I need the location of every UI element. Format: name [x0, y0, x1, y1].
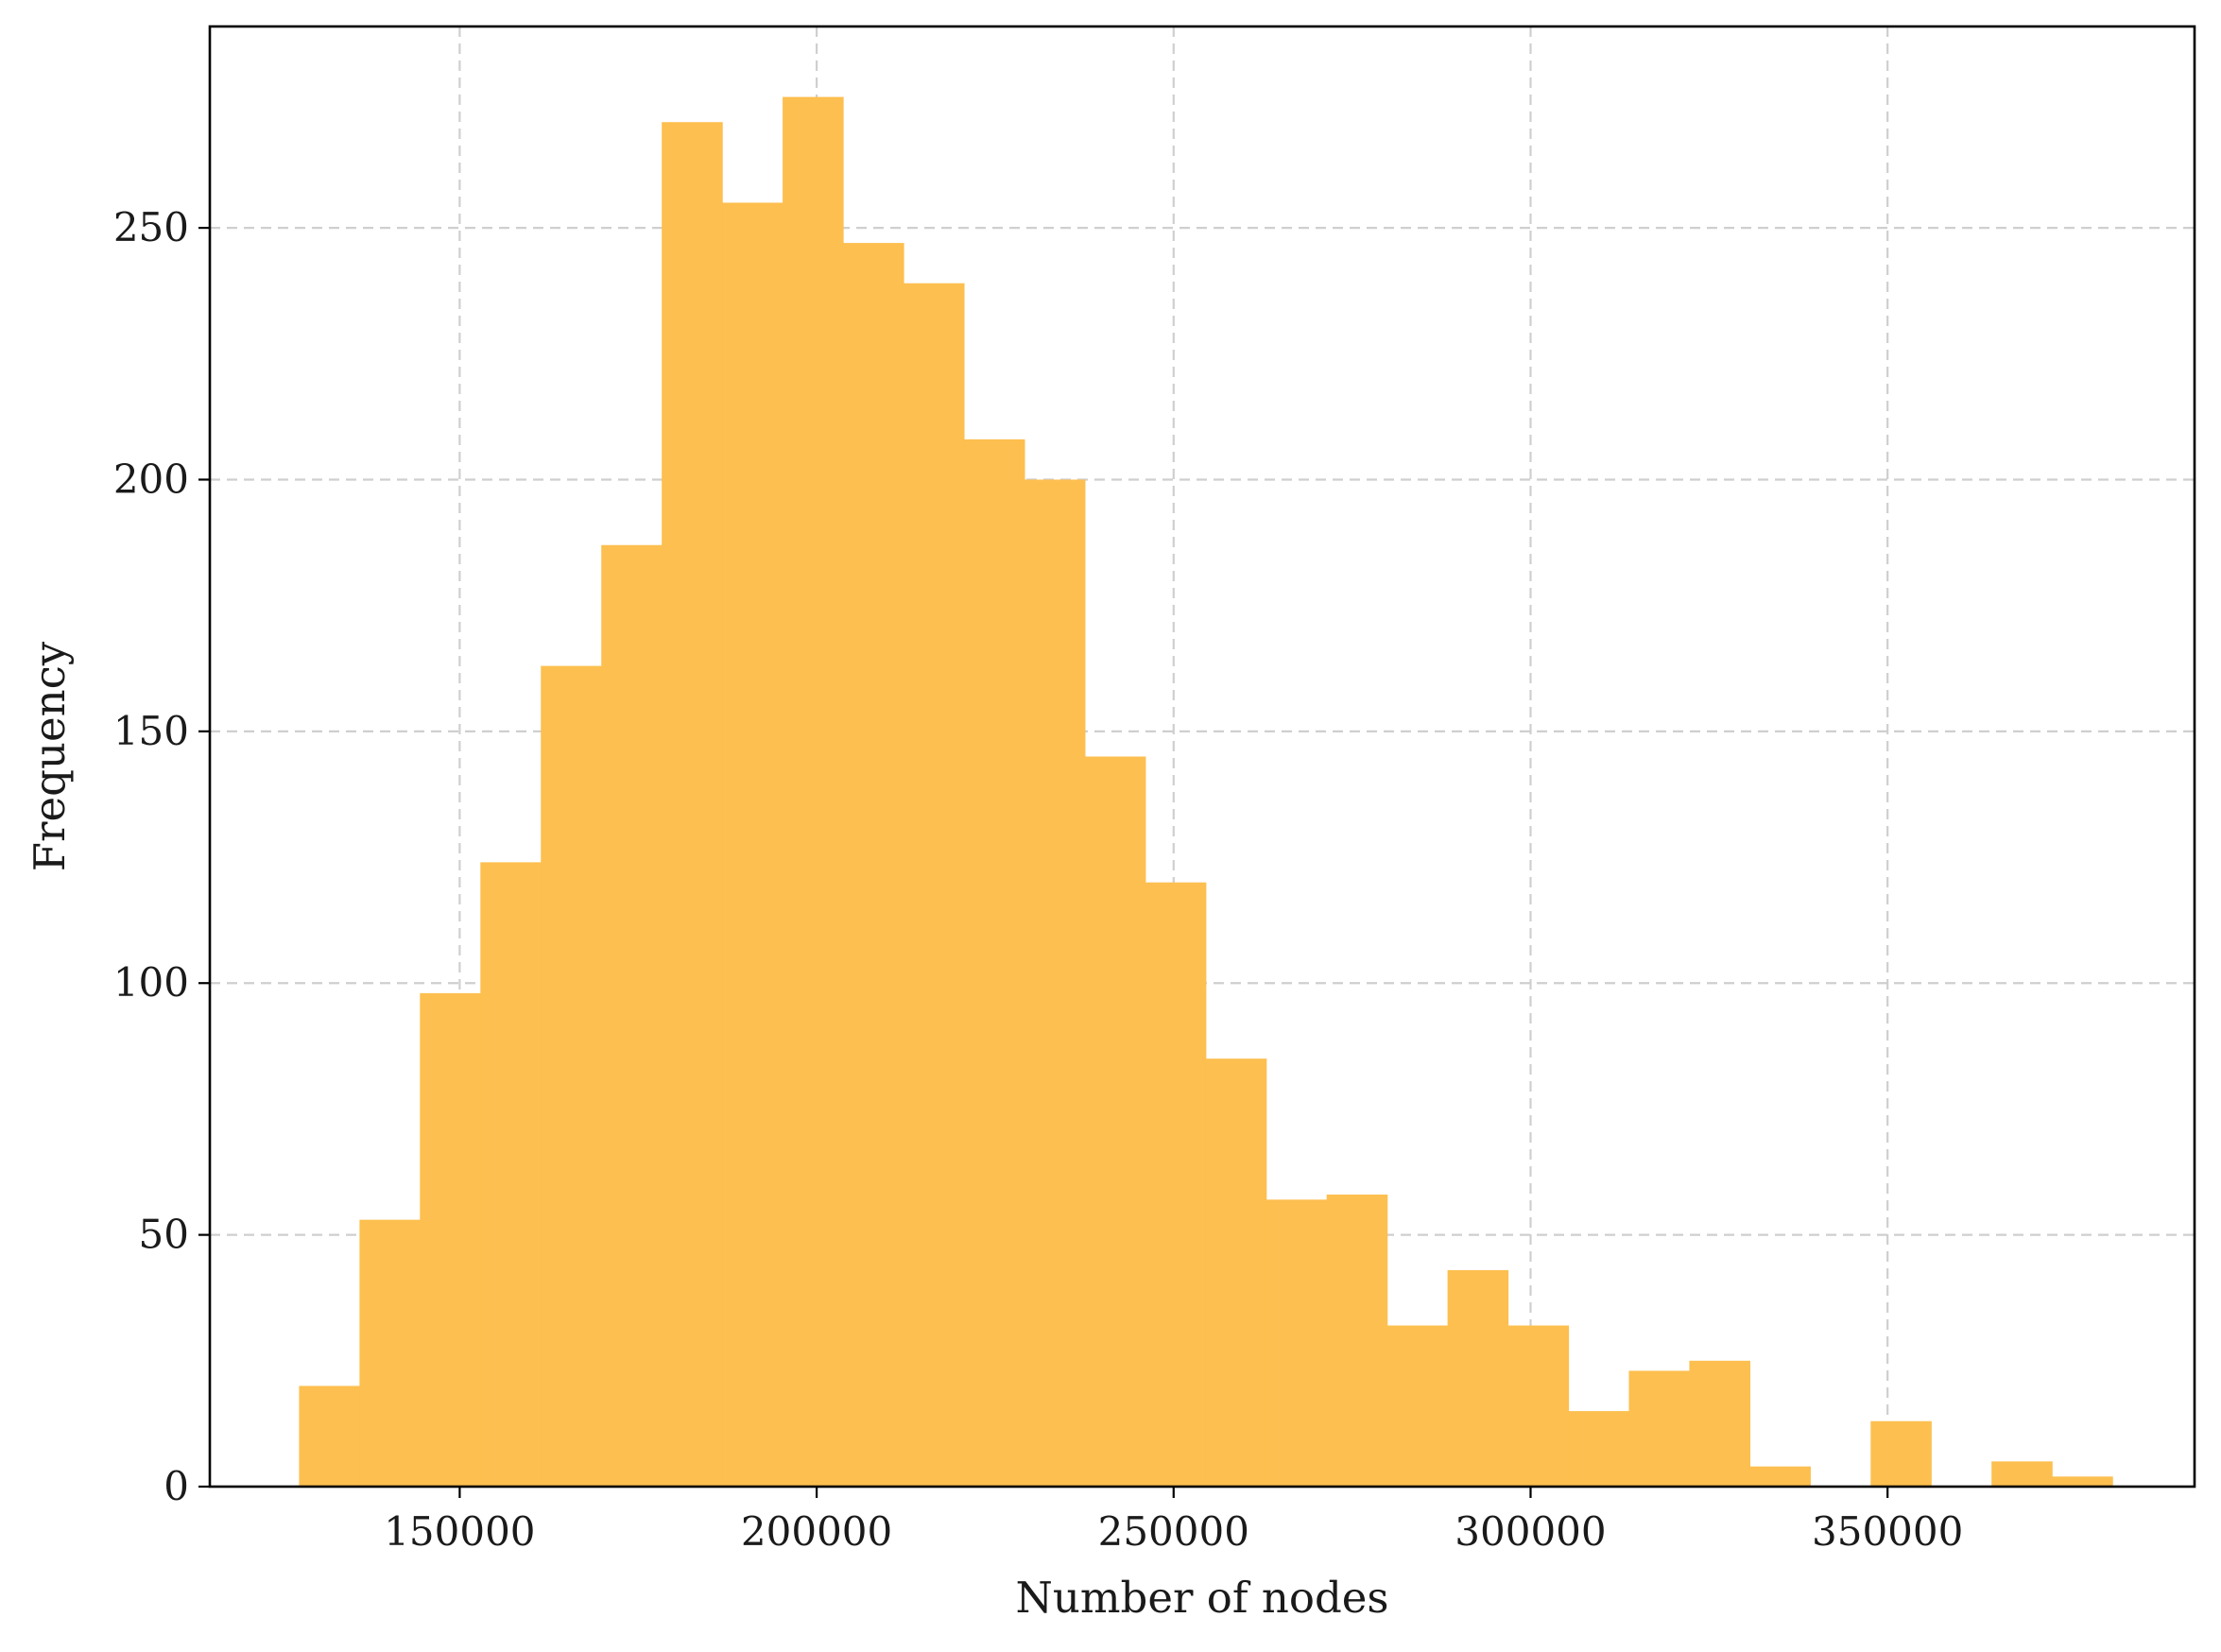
histogram-bar [1991, 1461, 2053, 1487]
histogram-bar [1145, 882, 1207, 1487]
histogram-bar [1749, 1466, 1811, 1487]
histogram-bar [1265, 1199, 1328, 1487]
histogram-bar [480, 862, 542, 1487]
histogram-bar [1628, 1370, 1691, 1487]
y-tick-label: 150 [113, 708, 189, 754]
y-tick-label: 50 [139, 1212, 189, 1258]
histogram-bar [1870, 1420, 1932, 1487]
histogram-bar [359, 1219, 421, 1487]
x-tick-label: 350000 [1812, 1508, 1963, 1555]
histogram-bar [1084, 756, 1146, 1487]
histogram-bar [299, 1385, 360, 1487]
x-tick-label: 300000 [1455, 1508, 1606, 1555]
histogram-bar [2052, 1476, 2113, 1487]
histogram-bar [541, 665, 602, 1487]
histogram-bar [783, 96, 844, 1488]
histogram-bar [662, 122, 723, 1488]
histogram-bar [1447, 1269, 1509, 1487]
x-tick-label: 250000 [1098, 1508, 1249, 1555]
histogram-bar [963, 439, 1025, 1487]
ticks-layer: 150000 200000 250000 300000 350000 0 50 100 150 2… [113, 204, 1964, 1555]
histogram-bar [843, 243, 904, 1488]
histogram-bar [420, 992, 481, 1487]
histogram-bar [1568, 1411, 1630, 1487]
bars-layer [299, 96, 2113, 1488]
y-tick-label: 200 [113, 456, 189, 502]
plot-frame [208, 25, 2196, 1489]
histogram-bar [1024, 479, 1086, 1487]
histogram-bar [1689, 1360, 1750, 1487]
x-axis-label: Number of nodes [1016, 1573, 1389, 1623]
y-tick-label: 250 [113, 204, 189, 250]
histogram-bar [1205, 1058, 1267, 1487]
y-axis-label: Frequency [25, 641, 75, 871]
x-tick-label: 200000 [741, 1508, 892, 1555]
histogram-bar [601, 544, 663, 1487]
x-tick-label: 150000 [384, 1508, 535, 1555]
histogram-bar [1507, 1325, 1570, 1487]
y-tick-label: 100 [113, 959, 189, 1006]
histogram-bar [1326, 1195, 1388, 1487]
histogram-bar [722, 202, 783, 1487]
histogram-bar [903, 283, 965, 1487]
histogram-bar [1386, 1325, 1449, 1487]
y-tick-label: 0 [164, 1463, 189, 1509]
